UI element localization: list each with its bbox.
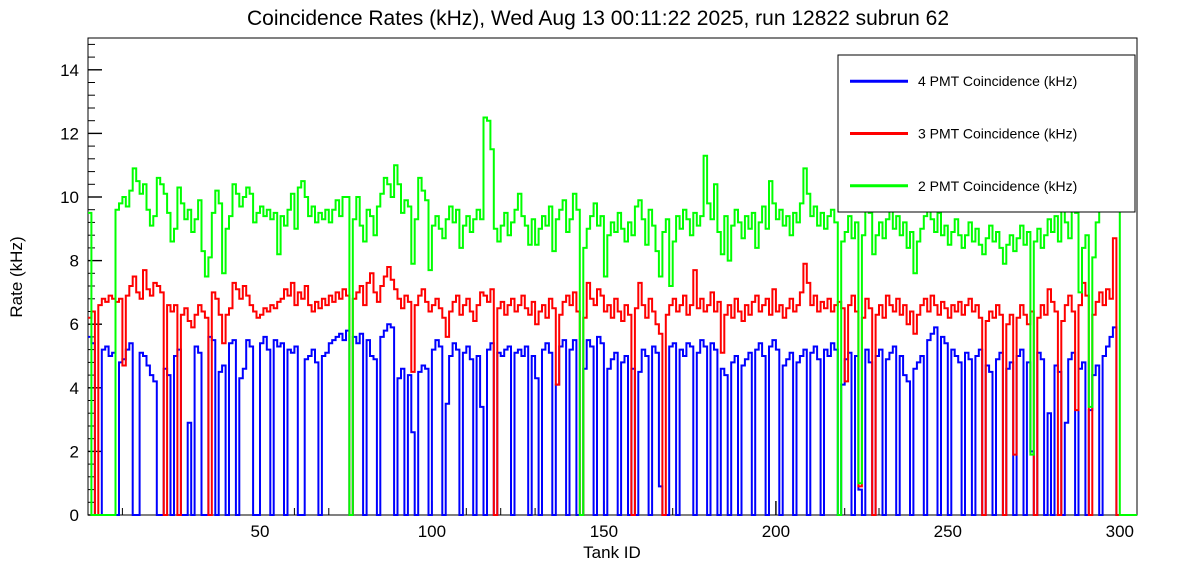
y-tick-label: 4	[70, 379, 79, 398]
y-tick-label: 12	[60, 124, 79, 143]
y-tick-label: 8	[70, 252, 79, 271]
x-tick-label: 250	[934, 522, 962, 541]
y-tick-label: 10	[60, 188, 79, 207]
series	[88, 116, 1137, 516]
chart-title: Coincidence Rates (kHz), Wed Aug 13 00:1…	[247, 7, 949, 30]
y-tick-label: 0	[70, 506, 79, 525]
plot-frame	[87, 37, 1138, 516]
legend-item-label: 2 PMT Coincidence (kHz)	[918, 178, 1077, 194]
y-tick-label: 2	[70, 442, 79, 461]
series-line-3pmt	[88, 237, 1137, 516]
x-tick-label: 100	[418, 522, 446, 541]
x-tick-label: 50	[251, 522, 270, 541]
series-line-2pmt	[88, 116, 1137, 516]
legend: 4 PMT Coincidence (kHz) 3 PMT Coincidence…	[837, 54, 1136, 213]
x-tick-label: 150	[590, 522, 618, 541]
x-tick-label: 300	[1106, 522, 1134, 541]
y-tick-label: 6	[70, 315, 79, 334]
x-axis-title: Tank ID	[583, 543, 641, 562]
legend-item-label: 4 PMT Coincidence (kHz)	[918, 73, 1077, 89]
x-tick-label: 200	[762, 522, 790, 541]
y-axis-title: Rate (kHz)	[7, 236, 26, 317]
y-tick-label: 14	[60, 61, 79, 80]
legend-item-label: 3 PMT Coincidence (kHz)	[918, 126, 1077, 142]
axes: 0 2 4 6 8 10 12 14 50 100 150 200 250 300	[60, 37, 1138, 541]
series-line-4pmt	[88, 323, 1137, 516]
